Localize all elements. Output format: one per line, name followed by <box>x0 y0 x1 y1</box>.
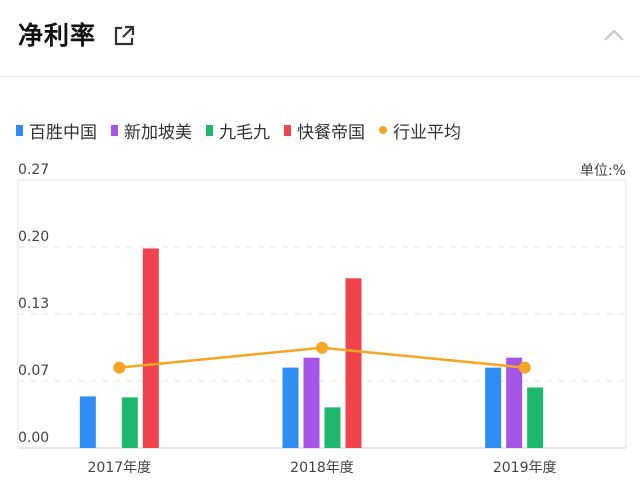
legend-item[interactable]: 百胜中国 <box>16 118 97 143</box>
legend-item[interactable]: 快餐帝国 <box>284 118 365 143</box>
legend-swatch <box>379 126 387 134</box>
external-link-icon[interactable] <box>112 24 136 48</box>
legend-swatch <box>206 124 213 136</box>
bar <box>324 407 341 448</box>
legend-label: 快餐帝国 <box>297 122 365 143</box>
chart-legend: 百胜中国 新加坡美 九毛九 快餐帝国 行业平均 <box>16 116 475 144</box>
legend-label: 百胜中国 <box>29 122 97 143</box>
bar <box>121 397 138 448</box>
bar <box>79 396 96 448</box>
legend-swatch <box>111 124 118 136</box>
y-tick-label: 0.07 <box>18 363 49 379</box>
line-point <box>113 361 126 374</box>
legend-item[interactable]: 新加坡美 <box>111 118 192 143</box>
x-tick-label: 2017年度 <box>88 460 152 476</box>
page-title: 净利率 <box>18 21 97 50</box>
legend-swatch <box>16 124 23 136</box>
bar <box>506 357 523 448</box>
bar <box>282 367 299 448</box>
bar <box>345 278 362 448</box>
chevron-up-icon[interactable] <box>602 27 626 43</box>
legend-swatch <box>284 124 291 136</box>
bar <box>142 248 159 448</box>
x-tick-label: 2019年度 <box>493 460 557 476</box>
unit-label: 单位:% <box>579 163 626 179</box>
y-tick-label: 0.20 <box>18 229 49 245</box>
legend-label: 新加坡美 <box>124 122 192 143</box>
line-point <box>316 341 328 354</box>
legend-label: 行业平均 <box>393 122 461 143</box>
bar <box>485 367 502 448</box>
y-tick-label: 0.13 <box>18 296 49 312</box>
card-header: 净利率 <box>0 0 640 77</box>
legend-item[interactable]: 行业平均 <box>379 118 461 143</box>
legend-label: 九毛九 <box>219 122 270 143</box>
y-tick-label: 0.27 <box>18 162 49 178</box>
line-point <box>518 361 531 374</box>
legend-item[interactable]: 九毛九 <box>206 118 270 143</box>
bar <box>303 357 320 448</box>
bar <box>527 387 544 448</box>
y-tick-label: 0.00 <box>18 430 49 446</box>
x-tick-label: 2018年度 <box>290 460 354 476</box>
